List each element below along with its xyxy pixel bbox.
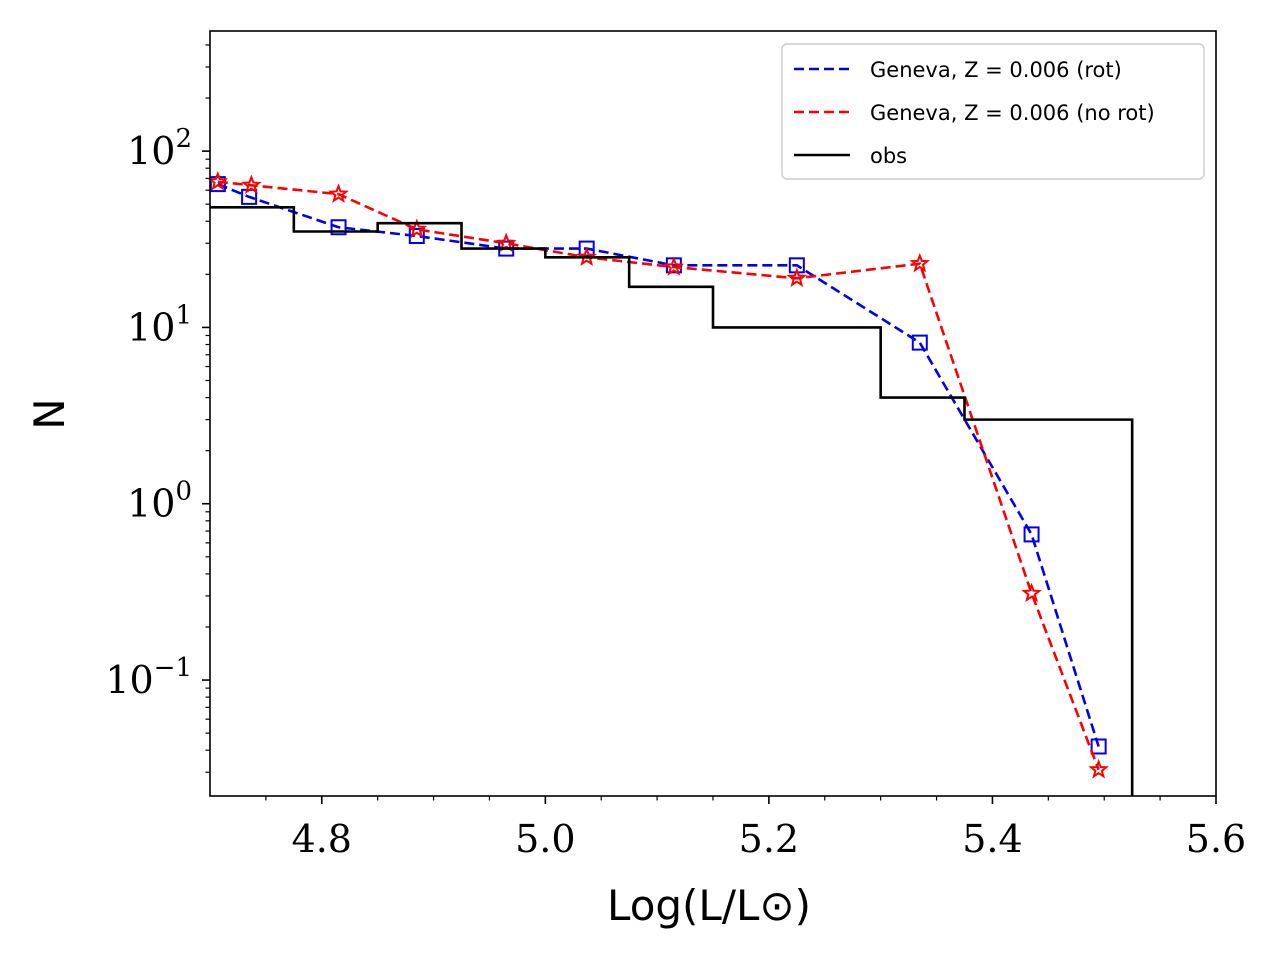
data-point	[207, 170, 229, 191]
series-line-1	[217, 182, 1100, 747]
x-tick-label: 5.2	[739, 817, 799, 861]
data-point	[209, 176, 226, 193]
data-point	[1088, 758, 1109, 779]
data-point	[1021, 582, 1042, 603]
data-point	[909, 252, 931, 273]
legend-label: Geneva, Z = 0.006 (rot)	[870, 58, 1122, 82]
data-point	[578, 240, 595, 257]
x-tick-label: 4.8	[292, 817, 352, 861]
data-point	[1023, 526, 1040, 543]
legend: Geneva, Z = 0.006 (rot) Geneva, Z = 0.006…	[781, 43, 1205, 180]
data-point	[786, 267, 808, 288]
data-point	[406, 218, 428, 239]
data-point	[663, 256, 685, 276]
x-tick-label: 5.6	[1186, 817, 1246, 861]
legend-label: Geneva, Z = 0.006 (no rot)	[870, 101, 1155, 125]
x-tick-label: 5.4	[962, 817, 1022, 861]
data-point	[1090, 738, 1107, 755]
series-line-2	[217, 180, 1100, 771]
y-axis-label: N	[25, 398, 74, 429]
data-point	[330, 219, 347, 236]
series-layer	[207, 170, 1134, 796]
data-point	[576, 246, 597, 267]
y-tick-label: 10−1	[105, 653, 192, 702]
data-point	[911, 334, 928, 351]
data-point	[241, 174, 262, 195]
series-obs-step-line	[210, 206, 1134, 796]
y-tick-label: 102	[127, 124, 192, 173]
x-axis-label: Log(L/L⊙)	[607, 881, 811, 930]
legend-label: obs	[870, 144, 907, 168]
data-point	[408, 228, 425, 245]
y-tick-label: 100	[127, 477, 192, 526]
plot-frame	[209, 30, 1217, 797]
y-tick-label: 101	[127, 300, 192, 349]
data-point	[495, 232, 517, 253]
data-point	[328, 183, 349, 203]
tick-labels: 4.8 5.0 5.2 5.4 5.6 10−1 100 101 102	[105, 124, 1246, 861]
x-tick-label: 5.0	[515, 817, 575, 861]
legend-box	[781, 43, 1205, 180]
